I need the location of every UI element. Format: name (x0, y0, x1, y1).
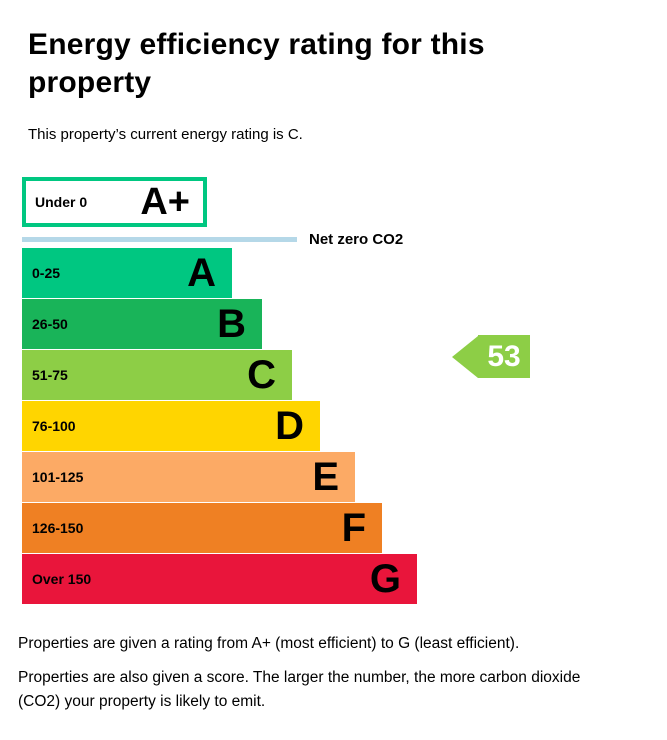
band-range-label: 101-125 (32, 469, 84, 485)
band-range-label: 126-150 (32, 520, 84, 536)
band-letter: A+ (140, 181, 190, 223)
band-range-label: 26-50 (32, 316, 68, 332)
band-range-label: 0-25 (32, 265, 61, 281)
band-row-c: 51-75 C (22, 350, 292, 400)
band-range-label: 76-100 (32, 418, 76, 434)
band-letter: B (217, 302, 246, 346)
band-letter: C (247, 353, 276, 397)
band-row-e: 101-125 E (22, 452, 355, 502)
band-row-a-plus: Under 0 A+ (22, 177, 207, 227)
rating-bands: 0-25 A 26-50 B 51-75 C 76-100 D 101-125 … (22, 248, 642, 604)
current-score-pointer: 53 (452, 335, 530, 378)
band-range-label: Under 0 (35, 194, 88, 210)
band-row-b: 26-50 B (22, 299, 262, 349)
net-zero-label: Net zero CO2 (309, 230, 404, 248)
epc-rating-chart: Under 0 A+ Net zero CO2 0-25 A 26-50 B 5… (22, 177, 642, 604)
band-letter: E (312, 455, 339, 499)
pointer-arrow-icon (452, 335, 478, 378)
page-title: Energy efficiency rating for this proper… (28, 28, 485, 99)
band-range-label: 51-75 (32, 367, 68, 383)
band-row-g: Over 150 G (22, 554, 417, 604)
footer-score-note: Properties are also given a score. The l… (18, 669, 581, 710)
band-row-f: 126-150 F (22, 503, 382, 553)
current-rating-text: This property’s current energy rating is… (28, 126, 303, 143)
footer-rating-note: Properties are given a rating from A+ (m… (18, 635, 520, 652)
band-row-d: 76-100 D (22, 401, 320, 451)
band-range-label: Over 150 (32, 571, 92, 587)
net-zero-line (22, 236, 297, 242)
band-letter: G (369, 557, 401, 601)
band-letter: F (341, 506, 366, 550)
net-zero-row: Net zero CO2 (22, 230, 642, 248)
band-letter: A (187, 251, 216, 295)
band-row-a: 0-25 A (22, 248, 232, 298)
current-score-value: 53 (478, 335, 530, 378)
band-letter: D (275, 404, 304, 448)
